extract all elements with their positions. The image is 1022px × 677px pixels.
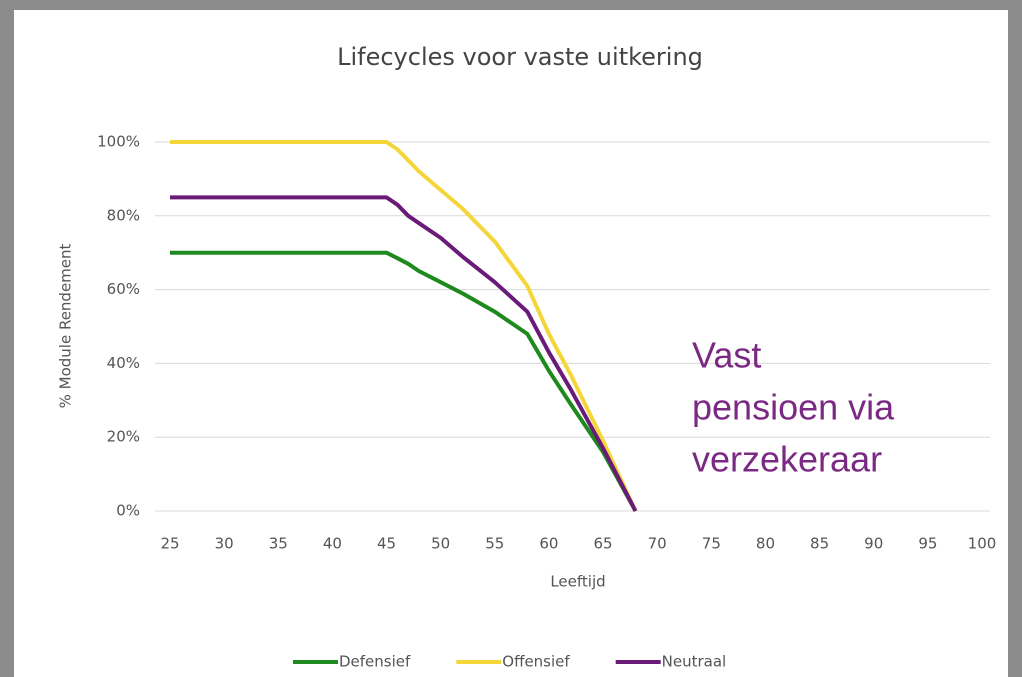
x-tick-label: 45	[377, 535, 396, 553]
x-tick-label: 70	[648, 535, 667, 553]
legend-label: Neutraal	[662, 653, 727, 671]
legend-label: Defensief	[339, 653, 411, 671]
series-line	[170, 195, 638, 512]
legend-label: Offensief	[502, 653, 570, 671]
x-tick-label: 50	[431, 535, 450, 553]
x-tick-label: 90	[864, 535, 883, 553]
x-tick-label: 95	[918, 535, 937, 553]
x-tick-label: 55	[485, 535, 504, 553]
chart-panel	[14, 10, 1008, 677]
y-tick-label: 40%	[107, 354, 140, 372]
x-tick-label: 30	[215, 535, 234, 553]
chart-title: Lifecycles voor vaste uitkering	[337, 43, 703, 71]
series-line	[170, 250, 638, 512]
x-tick-label: 35	[269, 535, 288, 553]
x-tick-label: 60	[539, 535, 558, 553]
x-tick-label: 75	[702, 535, 721, 553]
y-tick-label: 20%	[107, 428, 140, 446]
y-tick-label: 100%	[97, 133, 140, 151]
annotation: Vast	[692, 335, 761, 376]
x-tick-label: 25	[160, 535, 179, 553]
y-tick-label: 60%	[107, 280, 140, 298]
x-tick-label: 65	[594, 535, 613, 553]
annotation: verzekeraar	[692, 439, 882, 480]
y-tick-label: 80%	[107, 206, 140, 224]
annotation: pensioen via	[692, 387, 895, 428]
x-tick-label: 80	[756, 535, 775, 553]
x-tick-label: 100	[968, 535, 997, 553]
series-line	[170, 140, 638, 512]
x-tick-label: 85	[810, 535, 829, 553]
y-axis-label: % Module Rendement	[57, 243, 75, 408]
x-axis-label: Leeftijd	[550, 573, 605, 591]
x-tick-label: 40	[323, 535, 342, 553]
y-tick-label: 0%	[116, 502, 140, 520]
